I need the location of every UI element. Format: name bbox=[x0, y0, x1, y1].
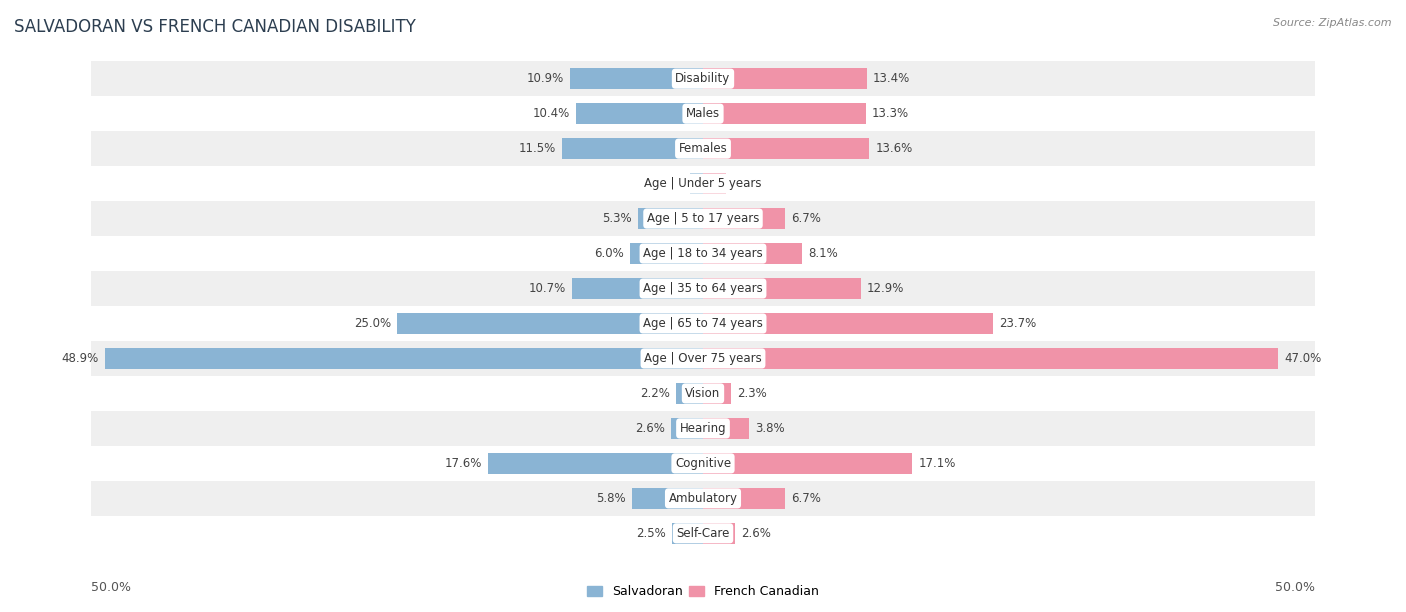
Bar bbox=[105, 348, 703, 369]
Bar bbox=[703, 243, 801, 264]
Text: 2.3%: 2.3% bbox=[737, 387, 768, 400]
Text: Age | 35 to 64 years: Age | 35 to 64 years bbox=[643, 282, 763, 295]
Bar bbox=[576, 103, 703, 124]
Text: 2.2%: 2.2% bbox=[640, 387, 671, 400]
Text: 17.1%: 17.1% bbox=[918, 457, 956, 470]
Text: 5.8%: 5.8% bbox=[596, 492, 626, 505]
Text: Age | Under 5 years: Age | Under 5 years bbox=[644, 177, 762, 190]
Text: SALVADORAN VS FRENCH CANADIAN DISABILITY: SALVADORAN VS FRENCH CANADIAN DISABILITY bbox=[14, 18, 416, 36]
Text: Age | 65 to 74 years: Age | 65 to 74 years bbox=[643, 317, 763, 330]
Bar bbox=[562, 138, 703, 159]
Bar bbox=[676, 383, 703, 404]
Text: Age | 5 to 17 years: Age | 5 to 17 years bbox=[647, 212, 759, 225]
Text: Females: Females bbox=[679, 142, 727, 155]
Text: 23.7%: 23.7% bbox=[1000, 317, 1036, 330]
Bar bbox=[703, 103, 866, 124]
Bar bbox=[91, 271, 1315, 306]
Bar bbox=[638, 208, 703, 229]
Bar bbox=[91, 481, 1315, 516]
Text: 2.6%: 2.6% bbox=[636, 422, 665, 435]
Bar bbox=[703, 173, 727, 194]
Bar bbox=[91, 306, 1315, 341]
Text: 1.1%: 1.1% bbox=[654, 177, 683, 190]
Text: 48.9%: 48.9% bbox=[62, 352, 98, 365]
Text: 50.0%: 50.0% bbox=[91, 581, 131, 594]
Text: 8.1%: 8.1% bbox=[808, 247, 838, 260]
Bar bbox=[703, 68, 868, 89]
Bar bbox=[703, 453, 912, 474]
Text: 3.8%: 3.8% bbox=[755, 422, 785, 435]
Text: Vision: Vision bbox=[685, 387, 721, 400]
Text: 13.4%: 13.4% bbox=[873, 72, 910, 85]
Text: 47.0%: 47.0% bbox=[1284, 352, 1322, 365]
Bar bbox=[703, 418, 749, 439]
Text: 11.5%: 11.5% bbox=[519, 142, 557, 155]
Text: 6.7%: 6.7% bbox=[792, 492, 821, 505]
Bar bbox=[703, 383, 731, 404]
Bar bbox=[671, 418, 703, 439]
Text: 13.3%: 13.3% bbox=[872, 107, 908, 120]
Text: Disability: Disability bbox=[675, 72, 731, 85]
Bar bbox=[91, 96, 1315, 131]
Bar bbox=[488, 453, 703, 474]
Text: 10.4%: 10.4% bbox=[533, 107, 569, 120]
Bar bbox=[572, 278, 703, 299]
Text: 12.9%: 12.9% bbox=[868, 282, 904, 295]
Bar bbox=[703, 348, 1278, 369]
Bar bbox=[91, 516, 1315, 551]
Text: 17.6%: 17.6% bbox=[444, 457, 482, 470]
Bar bbox=[91, 166, 1315, 201]
Text: Source: ZipAtlas.com: Source: ZipAtlas.com bbox=[1274, 18, 1392, 28]
Bar bbox=[91, 411, 1315, 446]
Text: Self-Care: Self-Care bbox=[676, 527, 730, 540]
Bar bbox=[672, 523, 703, 544]
Bar bbox=[398, 313, 703, 334]
Text: Age | 18 to 34 years: Age | 18 to 34 years bbox=[643, 247, 763, 260]
Bar bbox=[703, 313, 993, 334]
Bar bbox=[703, 138, 869, 159]
Text: 6.7%: 6.7% bbox=[792, 212, 821, 225]
Text: 25.0%: 25.0% bbox=[354, 317, 391, 330]
Bar bbox=[630, 243, 703, 264]
Text: Cognitive: Cognitive bbox=[675, 457, 731, 470]
Bar bbox=[91, 446, 1315, 481]
Bar bbox=[689, 173, 703, 194]
Text: 50.0%: 50.0% bbox=[1275, 581, 1315, 594]
Text: 10.7%: 10.7% bbox=[529, 282, 567, 295]
Bar bbox=[633, 488, 703, 509]
Bar bbox=[91, 201, 1315, 236]
Text: Ambulatory: Ambulatory bbox=[668, 492, 738, 505]
Bar bbox=[91, 131, 1315, 166]
Text: Age | Over 75 years: Age | Over 75 years bbox=[644, 352, 762, 365]
Text: 1.9%: 1.9% bbox=[733, 177, 762, 190]
Bar bbox=[703, 488, 785, 509]
Text: Males: Males bbox=[686, 107, 720, 120]
Text: 2.5%: 2.5% bbox=[637, 527, 666, 540]
Text: Hearing: Hearing bbox=[679, 422, 727, 435]
Bar bbox=[91, 341, 1315, 376]
Text: 13.6%: 13.6% bbox=[876, 142, 912, 155]
Text: 5.3%: 5.3% bbox=[602, 212, 633, 225]
Legend: Salvadoran, French Canadian: Salvadoran, French Canadian bbox=[582, 580, 824, 603]
Bar bbox=[703, 208, 785, 229]
Text: 10.9%: 10.9% bbox=[526, 72, 564, 85]
Text: 2.6%: 2.6% bbox=[741, 527, 770, 540]
Bar bbox=[91, 376, 1315, 411]
Bar bbox=[703, 278, 860, 299]
Bar bbox=[91, 61, 1315, 96]
Bar bbox=[569, 68, 703, 89]
Bar bbox=[91, 236, 1315, 271]
Bar bbox=[703, 523, 735, 544]
Text: 6.0%: 6.0% bbox=[593, 247, 623, 260]
